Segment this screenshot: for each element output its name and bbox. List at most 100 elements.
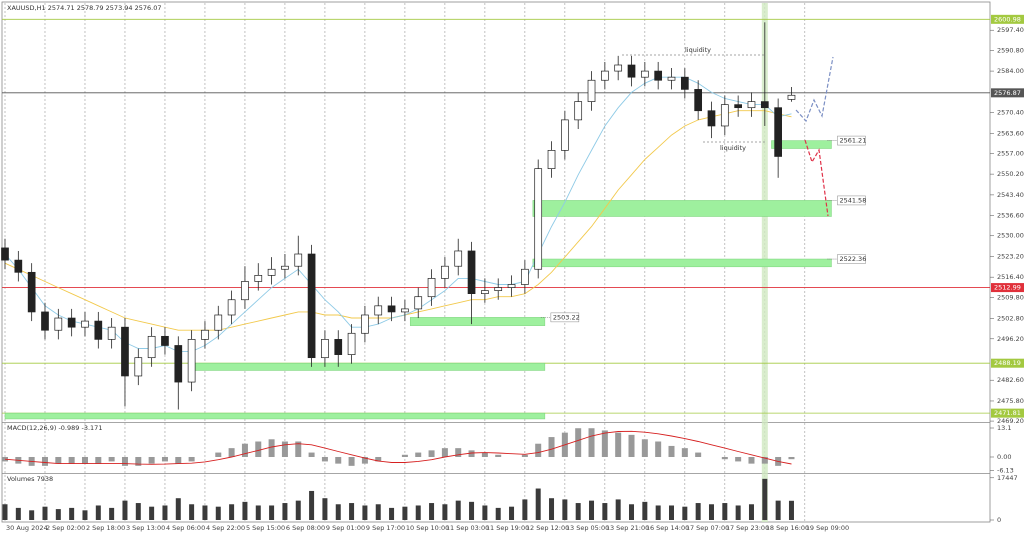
volume-bar (575, 503, 581, 520)
x-tick-label: 13 Sep 21:00 (606, 524, 649, 532)
zone (532, 258, 832, 268)
volume-bar (375, 504, 381, 520)
volume-bar (15, 507, 21, 520)
volume-bar (255, 505, 261, 520)
signal-value: -3.171 (82, 424, 103, 432)
macd-bar (175, 456, 182, 464)
macd-bar (215, 452, 222, 457)
y-tick-label: 0.00 (997, 453, 1011, 461)
candle-body (81, 320, 89, 328)
candle-body (27, 271, 36, 313)
x-tick-label: 17 Sep 23:00 (726, 524, 769, 532)
candle-body (214, 314, 223, 331)
macd-bar (268, 439, 275, 457)
volume-bar (682, 506, 688, 520)
plot-frame (1, 1, 991, 523)
zone-label-box (837, 254, 866, 264)
volume-bar (735, 505, 741, 520)
x-tick-label: 16 Sep 14:00 (646, 524, 689, 532)
x-tick-label: 11 Sep 19:00 (486, 524, 529, 532)
y-tick-label: 2550.20 (997, 170, 1024, 178)
y-tick-label: 2536.60 (997, 212, 1024, 220)
candle-body (467, 250, 476, 295)
candle-body (534, 168, 543, 270)
candle-body (267, 268, 276, 276)
volume-bar (775, 500, 781, 520)
header: XAUUSD,H1 2574.71 2578.79 2573.94 2576.0… (7, 4, 162, 12)
high: 2578.79 (77, 4, 104, 12)
volume-bar (535, 488, 541, 520)
zone (771, 140, 832, 149)
candle-body (121, 326, 129, 377)
candle-body (374, 305, 383, 316)
candle-body (1, 247, 9, 261)
volume-bar (748, 504, 754, 520)
macd-bar (295, 441, 302, 457)
candle-body (547, 150, 556, 170)
macd-bar (135, 456, 142, 466)
axis-marker-label: 2576.87 (994, 89, 1021, 97)
volume-bar (282, 503, 288, 520)
candle-body (14, 259, 23, 273)
volume-bar (215, 506, 221, 520)
candle-body (507, 284, 516, 288)
zone (191, 362, 546, 371)
macd-bar (348, 456, 355, 466)
candle-body (67, 317, 76, 328)
volume-bar (295, 500, 301, 520)
x-tick-label: 4 Sep 22:00 (206, 524, 245, 532)
volume-bar (522, 499, 528, 520)
macd-bar (95, 456, 102, 464)
x-tick-label: 4 Sep 06:00 (166, 524, 205, 532)
y-tick-label: 2597.40 (997, 26, 1024, 34)
open: 2574.71 (48, 4, 75, 12)
zone (409, 317, 546, 326)
x-tick-label: 19 Sep 09:00 (806, 524, 849, 532)
y-tick-label: -6.13 (997, 467, 1014, 475)
candle-body (134, 357, 143, 377)
y-tick-label: 2590.80 (997, 46, 1024, 54)
macd-bar (721, 456, 728, 460)
axis-marker-label: 2512.99 (994, 284, 1021, 292)
candle-body (321, 339, 329, 359)
annotation: liquidity (685, 46, 711, 54)
volume-bar (389, 507, 395, 520)
macd-bar (455, 448, 462, 457)
candle-body (414, 296, 423, 310)
macd-bar (735, 456, 742, 462)
volume-bar (322, 498, 328, 520)
candle-body (561, 119, 569, 151)
macd-bar (441, 448, 448, 457)
volume-bar (42, 506, 48, 520)
macd-bar (308, 452, 315, 457)
volume-bar (455, 500, 461, 520)
macd-bar (695, 452, 702, 457)
candle-body (720, 104, 729, 127)
macd-bar (788, 456, 795, 460)
axis-marker (991, 358, 1024, 368)
candle-body (334, 339, 343, 355)
macd-bar (161, 456, 168, 462)
macd-bar (681, 448, 688, 457)
candle-body (187, 339, 196, 383)
candle-body (574, 101, 583, 121)
axis-marker (991, 88, 1024, 98)
macd-bar (281, 441, 288, 457)
candle-body (174, 345, 183, 383)
volume-bar (362, 505, 368, 520)
macd-bar (108, 456, 115, 462)
candle-body (401, 308, 409, 313)
macd-bar (335, 456, 342, 464)
y-tick-label: 2516.40 (997, 273, 1024, 281)
x-tick-label: 12 Sep 12:00 (526, 524, 569, 532)
volume-bar (549, 498, 555, 520)
candle-body (521, 268, 529, 285)
volume-bar (189, 504, 195, 520)
x-tick-label: 6 Sep 08:00 (286, 524, 325, 532)
macd-bar (148, 456, 155, 464)
macd-bar (415, 452, 422, 457)
volume-bar (242, 501, 248, 520)
volume-bar (695, 503, 701, 520)
